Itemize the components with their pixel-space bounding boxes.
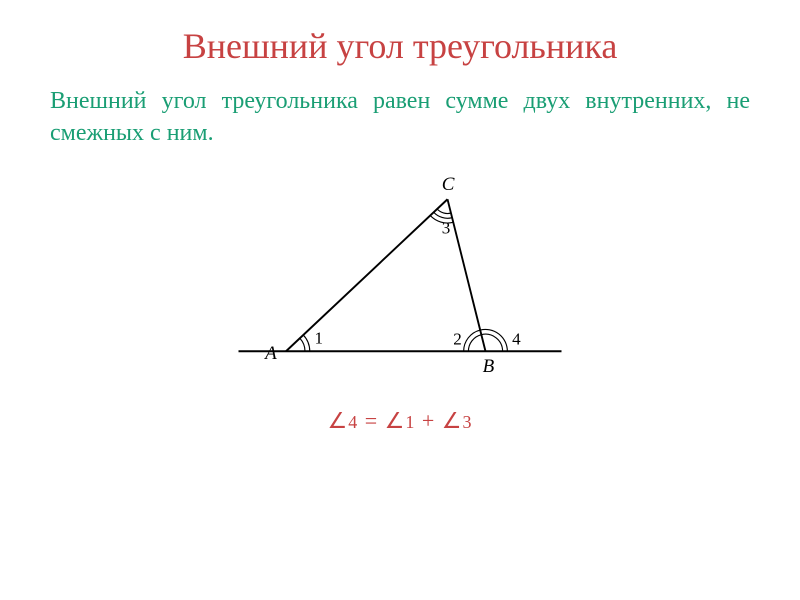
- num-2: 2: [453, 329, 462, 348]
- formula: ∠4 = ∠1 + ∠3: [50, 408, 750, 434]
- diagram-container: A B C 1 2 3 4: [50, 160, 750, 400]
- slide-subtitle: Внешний угол треугольника равен сумме дв…: [50, 85, 750, 150]
- num-3: 3: [442, 218, 451, 237]
- label-c: C: [442, 174, 455, 195]
- slide-title: Внешний угол треугольника: [50, 25, 750, 67]
- triangle-diagram: A B C 1 2 3 4: [210, 160, 590, 400]
- side-bc: [448, 199, 486, 351]
- side-ac: [286, 199, 448, 351]
- num-4: 4: [512, 329, 521, 348]
- label-a: A: [263, 343, 277, 364]
- num-1: 1: [315, 328, 324, 347]
- label-b: B: [483, 356, 495, 377]
